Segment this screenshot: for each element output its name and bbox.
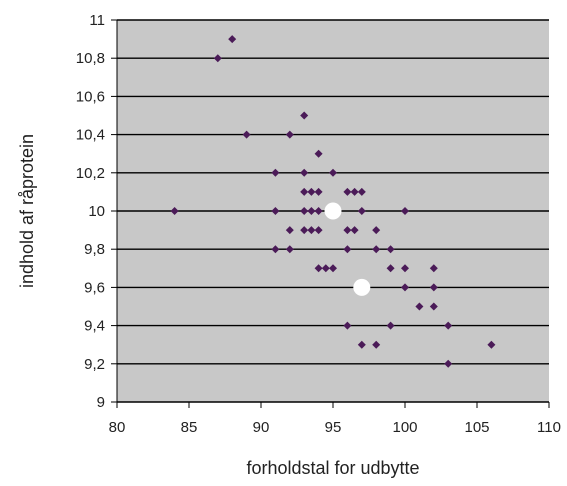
data-point (213, 54, 222, 63)
data-point (343, 226, 352, 235)
data-point (329, 168, 337, 177)
data-point (401, 264, 409, 273)
data-point (300, 187, 309, 196)
y-tick-label: 9,4 (84, 318, 105, 335)
y-tick-label: 10,8 (76, 50, 105, 67)
data-point (271, 207, 280, 215)
data-point (285, 130, 294, 139)
x-tick-label: 110 (537, 419, 561, 436)
y-tick-label: 9,6 (84, 279, 105, 296)
x-tick-label: 80 (109, 419, 126, 436)
data-point (357, 187, 366, 196)
data-point (285, 245, 294, 254)
data-point (357, 207, 366, 215)
data-point (386, 245, 395, 254)
data-point (242, 130, 251, 139)
x-tick-label: 105 (464, 419, 489, 436)
data-point (300, 207, 309, 215)
data-point (372, 226, 381, 235)
y-tick-label: 10 (88, 203, 105, 220)
x-axis-title: forholdstal for udbytte (246, 458, 419, 478)
data-point (343, 245, 352, 254)
x-tick-labels: 80 85 90 95 100 105 110 (109, 419, 561, 436)
y-tick-label: 9 (97, 394, 105, 411)
data-point (350, 187, 359, 196)
data-point (321, 264, 330, 273)
x-tick-label: 90 (253, 419, 270, 436)
data-point (300, 226, 309, 235)
data-point (343, 187, 352, 196)
highlight-point (353, 278, 371, 296)
data-point (429, 302, 438, 311)
data-point (307, 226, 316, 235)
data-point (357, 340, 366, 349)
data-point (401, 283, 409, 292)
data-point (386, 321, 395, 330)
highlight-point (324, 202, 342, 220)
y-tick-label: 10,4 (76, 127, 105, 144)
data-point (444, 359, 453, 368)
data-point (329, 264, 337, 273)
y-tick-label: 11 (89, 12, 105, 29)
data-point (314, 207, 323, 215)
data-point (314, 264, 323, 273)
data-point (401, 207, 409, 215)
y-tick-labels: 9 9,2 9,4 9,6 9,8 10 10,2 10,4 10,6 10,8 11 (76, 12, 105, 411)
y-axis-title: indhold af råprotein (17, 134, 37, 288)
data-point (271, 168, 280, 177)
data-point (300, 111, 309, 120)
data-point (314, 226, 323, 235)
y-tick-label: 10,6 (76, 88, 105, 105)
data-point (350, 226, 359, 235)
data-point (170, 207, 179, 215)
data-points (170, 35, 496, 368)
data-point (307, 207, 316, 215)
data-point (300, 168, 309, 177)
data-point (314, 187, 323, 196)
data-point (415, 302, 424, 311)
y-tick-label: 9,8 (84, 241, 105, 258)
data-point (444, 321, 453, 330)
data-point (314, 149, 323, 158)
data-point (386, 264, 395, 273)
x-tick-label: 95 (325, 419, 342, 436)
data-point (372, 245, 381, 254)
data-point (487, 340, 496, 349)
data-point (372, 340, 381, 349)
data-point (429, 283, 438, 292)
data-point (285, 226, 294, 235)
x-tick-label: 85 (181, 419, 198, 436)
y-tick-label: 9,2 (84, 356, 105, 373)
data-point (271, 245, 280, 254)
data-point (228, 35, 237, 44)
x-tick-label: 100 (392, 419, 417, 436)
data-point (307, 187, 316, 196)
axes (116, 20, 550, 408)
data-point (429, 264, 438, 273)
data-point (343, 321, 352, 330)
y-tick-label: 10,2 (76, 165, 105, 182)
